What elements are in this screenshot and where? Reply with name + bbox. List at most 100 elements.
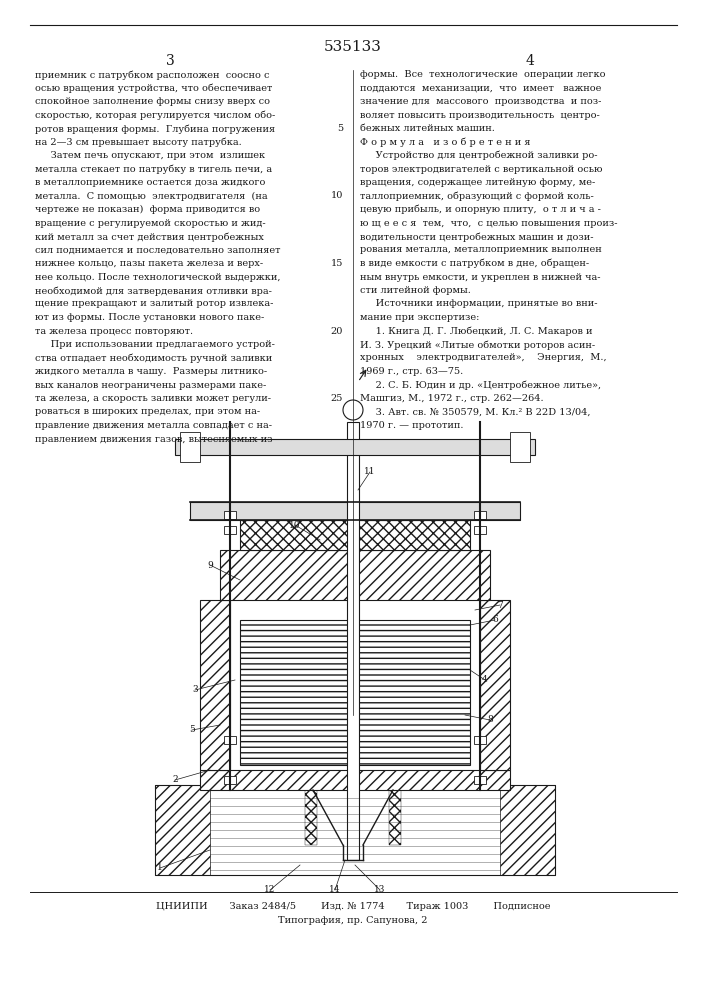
Text: 4: 4 bbox=[525, 54, 534, 68]
Text: 12: 12 bbox=[264, 886, 276, 894]
FancyBboxPatch shape bbox=[474, 736, 486, 744]
Text: чертеже не показан)  форма приводится во: чертеже не показан) форма приводится во bbox=[35, 205, 260, 214]
Bar bbox=[155, 785, 555, 875]
Bar bbox=[389, 790, 401, 845]
Text: приемник с патрубком расположен  соосно с: приемник с патрубком расположен соосно с bbox=[35, 70, 269, 80]
Text: 8: 8 bbox=[487, 716, 493, 724]
Text: мание при экспертизе:: мание при экспертизе: bbox=[360, 313, 479, 322]
Circle shape bbox=[343, 400, 363, 420]
Text: хронных    электродвигателей»,    Энергия,  М.,: хронных электродвигателей», Энергия, М., bbox=[360, 354, 607, 362]
Text: 2. С. Б. Юдин и др. «Центробежное литье»,: 2. С. Б. Юдин и др. «Центробежное литье»… bbox=[360, 380, 601, 390]
Bar bbox=[200, 770, 510, 790]
Text: металла.  С помощью  электродвигателя  (на: металла. С помощью электродвигателя (на bbox=[35, 192, 268, 201]
FancyBboxPatch shape bbox=[224, 526, 236, 534]
Text: та железа процесс повторяют.: та железа процесс повторяют. bbox=[35, 326, 193, 336]
Text: жидкого металла в чашу.  Размеры литнико-: жидкого металла в чашу. Размеры литнико- bbox=[35, 367, 267, 376]
Bar bbox=[175, 439, 535, 455]
Text: водительности центробежных машин и дози-: водительности центробежных машин и дози- bbox=[360, 232, 593, 241]
Text: сил поднимается и последовательно заполняет: сил поднимается и последовательно заполн… bbox=[35, 245, 281, 254]
Text: поддаются  механизации,  что  имеет   важное: поддаются механизации, что имеет важное bbox=[360, 84, 602, 93]
Text: цевую прибыль, и опорную плиту,  о т л и ч а -: цевую прибыль, и опорную плиту, о т л и … bbox=[360, 205, 601, 215]
Text: 25: 25 bbox=[331, 394, 343, 403]
Text: необходимой для затвердевания отливки вра-: необходимой для затвердевания отливки вр… bbox=[35, 286, 272, 296]
Text: 9: 9 bbox=[207, 560, 213, 570]
Text: 2: 2 bbox=[173, 776, 178, 784]
Text: 1970 г. — прототип.: 1970 г. — прототип. bbox=[360, 421, 464, 430]
Bar bbox=[500, 785, 555, 875]
Text: ным внутрь емкости, и укреплен в нижней ча-: ным внутрь емкости, и укреплен в нижней … bbox=[360, 272, 600, 282]
FancyBboxPatch shape bbox=[474, 776, 486, 784]
Text: спокойное заполнение формы снизу вверх со: спокойное заполнение формы снизу вверх с… bbox=[35, 97, 270, 106]
FancyBboxPatch shape bbox=[224, 511, 236, 519]
Text: ЦНИИПИ       Заказ 2484/5        Изд. № 1774       Тираж 1003        Подписное: ЦНИИПИ Заказ 2484/5 Изд. № 1774 Тираж 10… bbox=[156, 902, 550, 911]
Text: в виде емкости с патрубком в дне, обращен-: в виде емкости с патрубком в дне, обраще… bbox=[360, 259, 589, 268]
Text: щение прекращают и залитый ротор извлека-: щение прекращают и залитый ротор извлека… bbox=[35, 300, 274, 308]
Text: металла стекает по патрубку в тигель печи, а: металла стекает по патрубку в тигель печ… bbox=[35, 164, 272, 174]
Text: Устройство для центробежной заливки ро-: Устройство для центробежной заливки ро- bbox=[360, 151, 597, 160]
Text: та железа, а скорость заливки может регули-: та железа, а скорость заливки может регу… bbox=[35, 394, 271, 403]
Text: ют из формы. После установки нового паке-: ют из формы. После установки нового паке… bbox=[35, 313, 264, 322]
Text: 20: 20 bbox=[331, 326, 343, 336]
Text: ства отпадает необходимость ручной заливки: ства отпадает необходимость ручной залив… bbox=[35, 354, 272, 363]
Text: нижнее кольцо, пазы пакета железа и верх-: нижнее кольцо, пазы пакета железа и верх… bbox=[35, 259, 263, 268]
Text: правление движения металла совпадает с на-: правление движения металла совпадает с н… bbox=[35, 421, 272, 430]
FancyBboxPatch shape bbox=[474, 511, 486, 519]
Text: формы.  Все  технологические  операции легко: формы. Все технологические операции легк… bbox=[360, 70, 605, 79]
Text: торов электродвигателей с вертикальной осью: торов электродвигателей с вертикальной о… bbox=[360, 164, 602, 174]
Bar bbox=[220, 550, 490, 600]
Bar bbox=[190, 502, 520, 520]
Text: на 2—3 см превышает высоту патрубка.: на 2—3 см превышает высоту патрубка. bbox=[35, 137, 242, 147]
Text: 3: 3 bbox=[192, 686, 198, 694]
FancyBboxPatch shape bbox=[224, 776, 236, 784]
Text: 4: 4 bbox=[482, 676, 488, 684]
Text: При использовании предлагаемого устрой-: При использовании предлагаемого устрой- bbox=[35, 340, 275, 349]
Text: 10: 10 bbox=[289, 520, 300, 530]
Text: сти литейной формы.: сти литейной формы. bbox=[360, 286, 471, 295]
Bar bbox=[480, 600, 510, 770]
Bar bbox=[240, 520, 470, 550]
Text: рования металла, металлоприемник выполнен: рования металла, металлоприемник выполне… bbox=[360, 245, 602, 254]
Text: Ф о р м у л а   и з о б р е т е н и я: Ф о р м у л а и з о б р е т е н и я bbox=[360, 137, 530, 147]
Text: нее кольцо. После технологической выдержки,: нее кольцо. После технологической выдерж… bbox=[35, 272, 281, 282]
Text: 1. Книга Д. Г. Любецкий, Л. С. Макаров и: 1. Книга Д. Г. Любецкий, Л. С. Макаров и bbox=[360, 326, 592, 336]
Text: 7: 7 bbox=[497, 600, 503, 609]
Text: И. З. Урецкий «Литые обмотки роторов асин-: И. З. Урецкий «Литые обмотки роторов аси… bbox=[360, 340, 595, 350]
Text: 535133: 535133 bbox=[324, 40, 382, 54]
Text: 5: 5 bbox=[337, 124, 343, 133]
Bar bbox=[510, 432, 530, 462]
Text: вых каналов неограничены размерами паке-: вых каналов неограничены размерами паке- bbox=[35, 380, 267, 389]
Text: 3: 3 bbox=[165, 54, 175, 68]
Text: осью вращения устройства, что обеспечивает: осью вращения устройства, что обеспечива… bbox=[35, 84, 272, 93]
Text: правлением движения газов, вытесняемых из: правлением движения газов, вытесняемых и… bbox=[35, 434, 272, 444]
Bar bbox=[347, 422, 359, 860]
Text: 15: 15 bbox=[331, 259, 343, 268]
Text: 3. Авт. св. № 350579, М. Кл.² В 22D 13/04,: 3. Авт. св. № 350579, М. Кл.² В 22D 13/0… bbox=[360, 408, 590, 416]
Text: 1969 г., стр. 63—75.: 1969 г., стр. 63—75. bbox=[360, 367, 463, 376]
Text: Типография, пр. Сапунова, 2: Типография, пр. Сапунова, 2 bbox=[279, 916, 428, 925]
Text: воляет повысить производительность  центро-: воляет повысить производительность центр… bbox=[360, 110, 600, 119]
Text: значение для  массового  производства  и поз-: значение для массового производства и по… bbox=[360, 97, 602, 106]
Text: Машгиз, М., 1972 г., стр. 262—264.: Машгиз, М., 1972 г., стр. 262—264. bbox=[360, 394, 544, 403]
Text: ротов вращения формы.  Глубина погружения: ротов вращения формы. Глубина погружения bbox=[35, 124, 275, 133]
Text: 14: 14 bbox=[329, 886, 341, 894]
Text: ю щ е е с я  тем,  что,  с целью повышения произ-: ю щ е е с я тем, что, с целью повышения … bbox=[360, 219, 617, 228]
FancyBboxPatch shape bbox=[474, 526, 486, 534]
Text: Затем печь опускают, при этом  излишек: Затем печь опускают, при этом излишек bbox=[35, 151, 265, 160]
Text: 11: 11 bbox=[364, 468, 375, 477]
Text: таллоприемник, образующий с формой коль-: таллоприемник, образующий с формой коль- bbox=[360, 192, 594, 201]
Text: 13: 13 bbox=[374, 886, 386, 894]
Text: вращение с регулируемой скоростью и жид-: вращение с регулируемой скоростью и жид- bbox=[35, 219, 266, 228]
Text: роваться в широких пределах, при этом на-: роваться в широких пределах, при этом на… bbox=[35, 408, 260, 416]
Bar bbox=[305, 790, 317, 845]
FancyBboxPatch shape bbox=[224, 736, 236, 744]
Text: 1: 1 bbox=[157, 863, 163, 872]
Text: Источники информации, принятые во вни-: Источники информации, принятые во вни- bbox=[360, 300, 597, 308]
Text: в металлоприемнике остается доза жидкого: в металлоприемнике остается доза жидкого bbox=[35, 178, 265, 187]
Bar bbox=[155, 785, 210, 875]
Bar bbox=[240, 620, 470, 765]
Text: скоростью, которая регулируется числом обо-: скоростью, которая регулируется числом о… bbox=[35, 110, 275, 120]
Text: кий металл за счет действия центробежных: кий металл за счет действия центробежных bbox=[35, 232, 264, 241]
Text: 6: 6 bbox=[492, 615, 498, 624]
Text: вращения, содержащее литейную форму, ме-: вращения, содержащее литейную форму, ме- bbox=[360, 178, 595, 187]
Bar bbox=[200, 600, 230, 770]
